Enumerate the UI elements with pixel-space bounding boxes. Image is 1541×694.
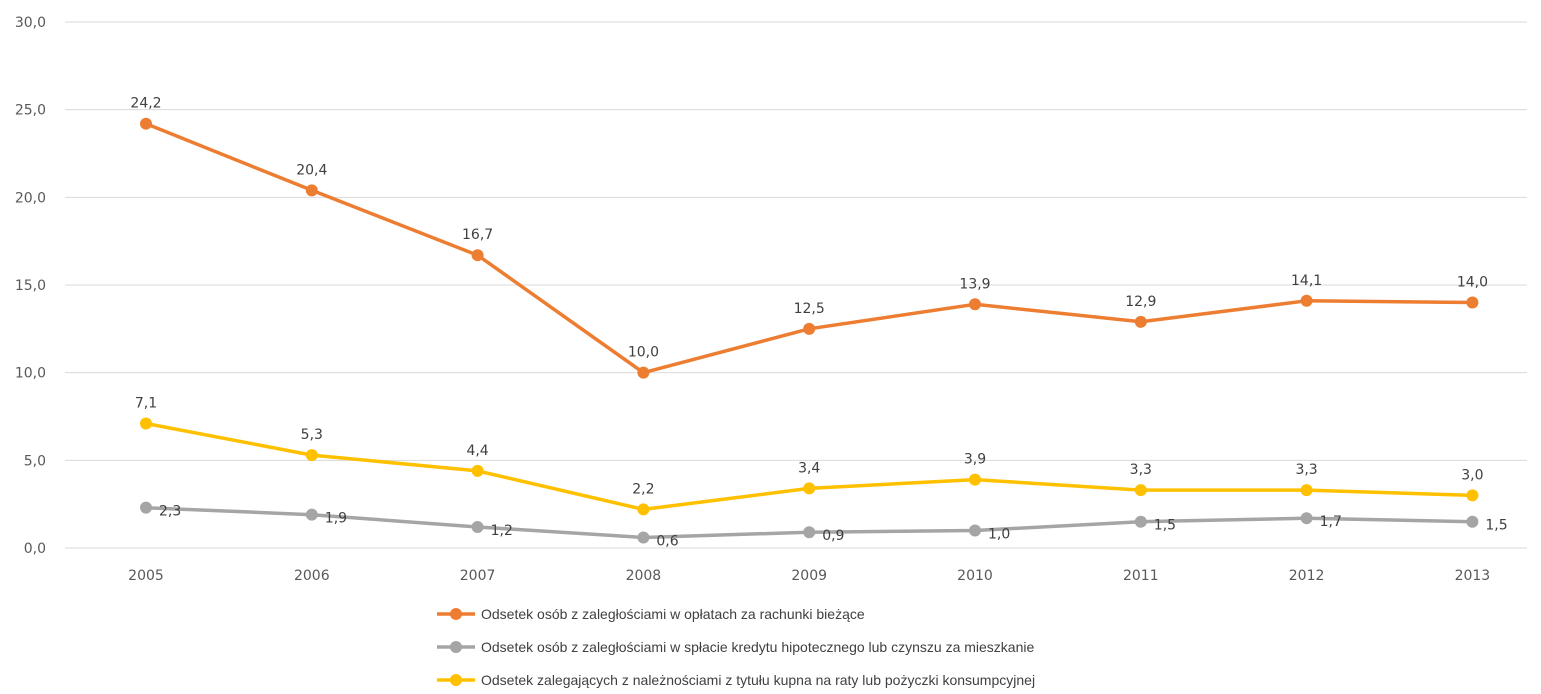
data-label: 12,9	[1125, 294, 1156, 310]
data-point	[637, 503, 650, 516]
x-tick-label: 2010	[957, 568, 993, 584]
data-point	[1300, 512, 1313, 525]
data-label: 3,3	[1295, 462, 1317, 478]
legend-swatch-marker	[450, 641, 462, 653]
series-lines	[140, 117, 1479, 544]
legend-label: Odsetek osób z zaległościami w spłacie k…	[481, 639, 1034, 655]
data-label: 3,4	[798, 460, 820, 476]
data-label: 0,6	[656, 533, 678, 549]
data-point	[637, 531, 650, 544]
series-line	[144, 121, 1475, 375]
x-tick-label: 2008	[626, 568, 662, 584]
data-point	[1300, 294, 1313, 307]
data-label: 1,5	[1154, 518, 1176, 534]
y-tick-label: 0,0	[24, 541, 46, 557]
data-label: 1,5	[1485, 518, 1507, 534]
y-tick-label: 25,0	[15, 103, 46, 119]
data-point	[140, 501, 152, 514]
data-label: 13,9	[959, 276, 990, 292]
x-tick-label: 2013	[1455, 568, 1491, 584]
data-point	[471, 520, 484, 533]
data-label: 2,2	[632, 481, 654, 497]
y-tick-label: 15,0	[15, 278, 46, 294]
data-label: 1,9	[325, 511, 347, 527]
data-label: 3,3	[1130, 462, 1152, 478]
y-tick-label: 5,0	[24, 453, 46, 469]
data-point	[803, 526, 816, 539]
data-point	[471, 464, 484, 477]
legend-swatch-marker	[450, 608, 462, 620]
data-label: 1,7	[1320, 514, 1342, 530]
x-tick-label: 2012	[1289, 568, 1325, 584]
legend-item: Odsetek osób z zaległościami w spłacie k…	[437, 639, 1034, 655]
data-label: 5,3	[301, 427, 323, 443]
y-tick-label: 20,0	[15, 190, 46, 206]
x-tick-label: 2009	[791, 568, 827, 584]
legend-label: Odsetek zalegających z należnościami z t…	[481, 672, 1035, 688]
data-label: 16,7	[462, 227, 493, 243]
data-label: 14,0	[1457, 275, 1488, 291]
data-point	[803, 482, 816, 495]
data-label: 3,9	[964, 452, 986, 468]
data-label: 0,9	[822, 528, 844, 544]
data-label: 20,4	[296, 162, 327, 178]
data-point	[969, 298, 981, 311]
data-point	[1134, 515, 1147, 528]
legend-item: Odsetek zalegających z należnościami z t…	[437, 672, 1035, 688]
x-axis: 2005 2006 2007 2008 2009 2010 2011 2012 2013	[128, 568, 1490, 584]
data-point	[803, 322, 816, 335]
data-label: 1,2	[491, 523, 513, 539]
data-point	[969, 524, 981, 537]
data-labels: 24,2 20,4 16,7 10,0 12,5 13,9 12,9 14,1 14,0 2,3 1…	[130, 96, 1507, 550]
data-point	[1466, 489, 1479, 502]
data-label: 14,1	[1291, 273, 1322, 289]
x-tick-label: 2011	[1123, 568, 1159, 584]
data-point	[305, 184, 318, 197]
data-point	[1134, 315, 1147, 328]
legend-swatch-marker	[450, 674, 462, 686]
data-label: 4,4	[466, 443, 488, 459]
data-point	[305, 449, 318, 462]
data-point	[305, 508, 318, 521]
legend: Odsetek osób z zaległościami w opłatach …	[437, 606, 1035, 688]
gridlines	[65, 21, 1527, 549]
data-point	[1134, 484, 1147, 497]
data-label: 10,0	[628, 345, 659, 361]
y-tick-label: 30,0	[15, 15, 46, 31]
data-point	[637, 366, 650, 379]
y-axis: 0,0 5,0 10,0 15,0 20,0 25,0 30,0	[15, 15, 46, 557]
data-label: 24,2	[130, 96, 161, 112]
x-tick-label: 2007	[460, 568, 496, 584]
data-label: 7,1	[135, 396, 157, 412]
data-point	[140, 117, 152, 130]
data-point	[1466, 296, 1479, 309]
data-point	[1300, 484, 1313, 497]
y-tick-label: 10,0	[15, 366, 46, 382]
legend-item: Odsetek osób z zaległościami w opłatach …	[437, 606, 865, 622]
data-point	[969, 473, 981, 486]
data-label: 2,3	[159, 504, 181, 520]
data-label: 3,0	[1461, 467, 1483, 483]
data-label: 1,0	[988, 526, 1010, 542]
legend-label: Odsetek osób z zaległościami w opłatach …	[481, 606, 865, 622]
data-label: 12,5	[794, 301, 825, 317]
data-point	[140, 417, 152, 430]
data-point	[1466, 515, 1479, 528]
x-tick-label: 2006	[294, 568, 330, 584]
data-point	[471, 249, 484, 262]
x-tick-label: 2005	[128, 568, 164, 584]
